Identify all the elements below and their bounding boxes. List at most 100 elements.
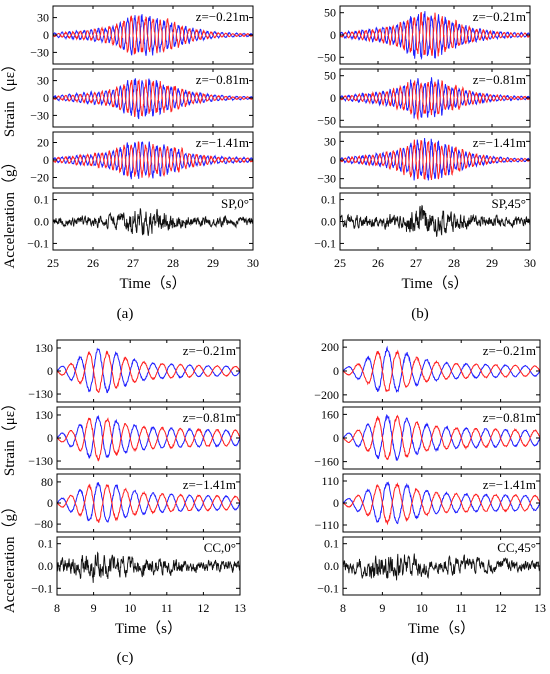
x-tick-label: 10: [416, 601, 428, 615]
x-tick-label: 29: [207, 256, 219, 270]
strain-series-red: [343, 482, 540, 526]
y-tick-label: 20: [37, 136, 49, 150]
y-tick-label: 80: [41, 475, 53, 489]
subplot-2: 160 0 −160 z=−0.81m: [314, 406, 541, 470]
panel-label: (d): [411, 650, 429, 666]
subplot-1: 200 0 −200 z=−0.21m: [314, 339, 541, 403]
subplot-3: 80 0 −80 z=−1.41m: [34, 473, 241, 533]
acceleration-series: [53, 208, 253, 236]
strain-series-blue: [53, 141, 253, 180]
y-tick-label: −0.1: [317, 581, 339, 595]
y-tick-label: 0: [333, 496, 339, 510]
x-tick-label: 10: [124, 601, 136, 615]
x-tick-label: 11: [455, 601, 467, 615]
y-tick-label: 0: [47, 431, 53, 445]
strain-series-red: [343, 414, 540, 461]
subplot-3: 110 0 −110 z=−1.41m: [315, 473, 541, 533]
subplot-annotation: z=−0.81m: [196, 72, 249, 87]
chart-panel-c: 130 0 −130 z=−0.21m 130 0 −130 z=−0.81m 80 0 −80 z=…: [1, 339, 246, 666]
x-tick-label: 26: [87, 256, 99, 270]
y-tick-label: 30: [324, 134, 336, 148]
subplot-4: 0.1 0.0 −0.1 SP,45°: [314, 192, 531, 251]
strain-series-blue: [340, 77, 530, 119]
subplot-2: 30 0 −30 z=−0.81m: [30, 68, 254, 128]
acceleration-series: [343, 553, 540, 581]
subplot-1: 50 0 −50 z=−0.21m: [317, 5, 531, 65]
chart-panel-d: 200 0 −200 z=−0.21m 160 0 −160 z=−0.81m 110 0 −110…: [314, 339, 546, 666]
strain-series-blue: [340, 137, 530, 181]
x-tick-label: 13: [534, 601, 546, 615]
y-tick-label: −0.1: [314, 236, 336, 250]
y-tick-label: −200: [314, 388, 339, 402]
y-tick-label: 0.1: [321, 193, 336, 207]
x-tick-label: 9: [379, 601, 385, 615]
y-tick-label: 130: [35, 408, 53, 422]
x-tick-label: 9: [91, 601, 97, 615]
x-axis-label: Time（s）: [408, 620, 475, 637]
subplot-1: 130 0 −130 z=−0.21m: [28, 339, 241, 403]
x-tick-label: 11: [161, 601, 173, 615]
y-tick-label: 0: [330, 153, 336, 167]
y-tick-label: −130: [28, 387, 53, 401]
y-tick-label: 110: [321, 474, 339, 488]
acceleration-axis-label: Acceleration（g）: [1, 154, 18, 268]
y-tick-label: 0: [43, 28, 49, 42]
y-tick-label: −50: [317, 113, 336, 127]
strain-series-red: [340, 12, 530, 57]
x-tick-label: 13: [234, 601, 246, 615]
y-tick-label: 130: [35, 341, 53, 355]
subplot-2: 130 0 −130 z=−0.81m: [28, 406, 241, 470]
x-tick-label: 27: [410, 256, 422, 270]
y-tick-label: 0.1: [34, 193, 49, 207]
strain-series-red: [343, 349, 540, 393]
y-tick-label: 0: [333, 364, 339, 378]
y-tick-label: 50: [324, 69, 336, 83]
y-tick-label: 0: [330, 91, 336, 105]
acceleration-series: [340, 204, 530, 237]
y-tick-label: −160: [314, 455, 339, 469]
subplot-annotation: z=−0.81m: [473, 72, 526, 87]
x-tick-label: 29: [486, 256, 498, 270]
subplot-annotation: z=−0.81m: [183, 410, 236, 425]
y-tick-label: 0: [43, 153, 49, 167]
subplot-annotation: z=−1.41m: [196, 135, 249, 150]
strain-series-red: [57, 417, 240, 462]
y-tick-label: 0: [47, 364, 53, 378]
y-tick-label: −0.1: [31, 581, 53, 595]
y-tick-label: −130: [28, 454, 53, 468]
chart-panel-a: 30 0 −30 z=−0.21m 30 0 −30 z=−0.81m 20 0 −20 z=−1.4…: [1, 5, 259, 322]
strain-series-red: [340, 139, 530, 180]
x-axis-label: Time（s）: [120, 275, 187, 292]
x-tick-label: 8: [340, 601, 346, 615]
y-tick-label: −20: [30, 171, 49, 185]
subplot-annotation: z=−0.21m: [196, 9, 249, 24]
x-tick-label: 8: [54, 601, 60, 615]
y-tick-label: 0: [333, 431, 339, 445]
subplot-annotation: z=−1.41m: [183, 477, 236, 492]
y-tick-label: 30: [37, 11, 49, 25]
y-tick-label: −30: [317, 172, 336, 186]
strain-series-red: [53, 15, 253, 55]
y-tick-label: 0.0: [38, 559, 53, 573]
subplot-annotation: CC,45°: [497, 540, 536, 555]
y-tick-label: 0: [43, 91, 49, 105]
y-tick-label: 0.1: [324, 537, 339, 551]
x-tick-label: 30: [247, 256, 259, 270]
chart-panel-b: 50 0 −50 z=−0.21m 50 0 −50 z=−0.81m 30 0 −30 z=−1.4…: [314, 5, 536, 322]
y-tick-label: 0.0: [34, 215, 49, 229]
y-tick-label: 50: [324, 6, 336, 20]
strain-series-red: [57, 350, 240, 394]
strain-series-red: [53, 141, 253, 179]
subplot-annotation: z=−0.81m: [483, 410, 536, 425]
acceleration-series: [57, 551, 240, 583]
acceleration-axis-label: Acceleration（g）: [1, 499, 18, 613]
strain-axis-label: Strain（με）: [1, 396, 18, 476]
y-tick-label: −0.1: [27, 236, 49, 250]
x-tick-label: 12: [495, 601, 507, 615]
panel-label: (b): [411, 306, 429, 322]
y-tick-label: 200: [321, 340, 339, 354]
x-tick-label: 28: [448, 256, 460, 270]
x-tick-label: 25: [47, 256, 59, 270]
subplot-2: 50 0 −50 z=−0.81m: [317, 68, 531, 128]
